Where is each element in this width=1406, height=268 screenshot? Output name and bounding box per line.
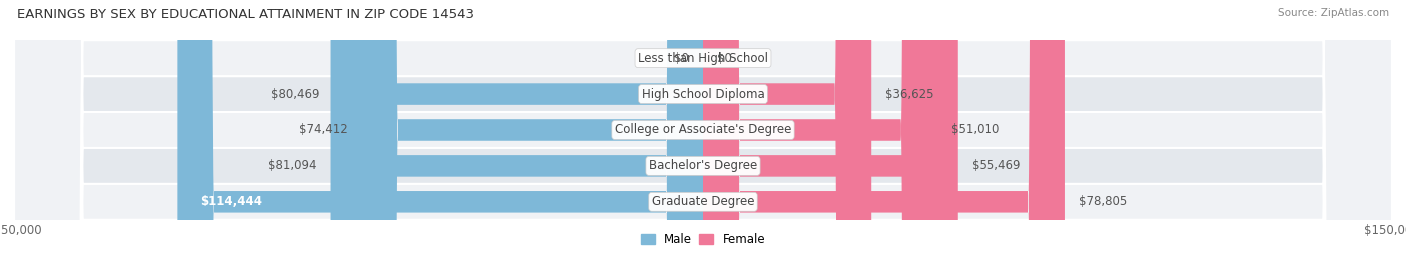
Text: $114,444: $114,444 <box>200 195 263 208</box>
FancyBboxPatch shape <box>703 0 957 268</box>
FancyBboxPatch shape <box>361 0 703 268</box>
Text: $80,469: $80,469 <box>271 88 319 100</box>
Text: $78,805: $78,805 <box>1078 195 1128 208</box>
Text: Bachelor's Degree: Bachelor's Degree <box>650 159 756 172</box>
Text: $81,094: $81,094 <box>269 159 316 172</box>
Text: $74,412: $74,412 <box>298 124 347 136</box>
Text: Graduate Degree: Graduate Degree <box>652 195 754 208</box>
FancyBboxPatch shape <box>14 0 1392 268</box>
Text: College or Associate's Degree: College or Associate's Degree <box>614 124 792 136</box>
Text: $36,625: $36,625 <box>884 88 934 100</box>
FancyBboxPatch shape <box>14 0 1392 268</box>
FancyBboxPatch shape <box>703 0 1064 268</box>
Text: Less than High School: Less than High School <box>638 52 768 65</box>
FancyBboxPatch shape <box>333 0 703 268</box>
FancyBboxPatch shape <box>330 0 703 268</box>
Text: High School Diploma: High School Diploma <box>641 88 765 100</box>
Text: Source: ZipAtlas.com: Source: ZipAtlas.com <box>1278 8 1389 18</box>
Text: $51,010: $51,010 <box>950 124 1000 136</box>
FancyBboxPatch shape <box>177 0 703 268</box>
Text: $55,469: $55,469 <box>972 159 1019 172</box>
FancyBboxPatch shape <box>14 0 1392 268</box>
FancyBboxPatch shape <box>14 0 1392 268</box>
FancyBboxPatch shape <box>703 0 938 268</box>
FancyBboxPatch shape <box>14 0 1392 268</box>
Text: EARNINGS BY SEX BY EDUCATIONAL ATTAINMENT IN ZIP CODE 14543: EARNINGS BY SEX BY EDUCATIONAL ATTAINMEN… <box>17 8 474 21</box>
FancyBboxPatch shape <box>703 0 872 268</box>
Text: $0: $0 <box>675 52 689 65</box>
Text: $0: $0 <box>717 52 731 65</box>
Legend: Male, Female: Male, Female <box>641 233 765 246</box>
